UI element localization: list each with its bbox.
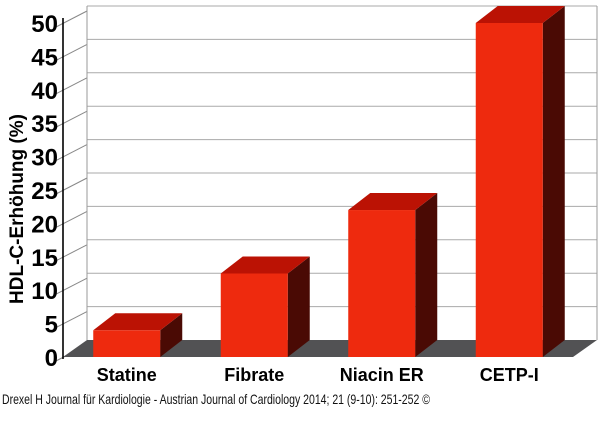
y-tick-label: 35 — [31, 111, 58, 138]
caption: Drexel H Journal für Kardiologie - Austr… — [2, 391, 430, 407]
tick-connector — [53, 277, 88, 296]
tick-connector — [53, 144, 88, 163]
tick-connector — [53, 311, 88, 330]
bar-top-face — [348, 193, 438, 211]
tick-connector — [53, 110, 88, 129]
tick-connector — [53, 177, 88, 196]
bar-top-face — [475, 6, 565, 23]
tick-connectors — [53, 10, 88, 363]
bar-side-face — [287, 256, 310, 357]
bar-niacin-er — [348, 193, 438, 357]
x-tick-label: Fibrate — [224, 365, 284, 385]
bar-side-face — [160, 313, 183, 357]
tick-connector — [53, 77, 88, 96]
bar-front-face — [475, 23, 543, 357]
x-tick-label: CETP-I — [480, 365, 539, 385]
x-tick-label: Statine — [97, 365, 157, 385]
wall-edges — [86, 6, 598, 340]
bar-side-face — [542, 6, 565, 357]
bar-cetp-i — [475, 6, 565, 357]
y-tick-label: 40 — [31, 78, 58, 105]
y-tick-label: 45 — [31, 44, 58, 71]
y-tick-label: 5 — [45, 312, 58, 339]
x-tick-labels: Statine Fibrate Niacin ER CETP-I — [97, 365, 539, 385]
y-axis-title: HDL-C-Erhöhung (%) — [7, 114, 28, 304]
y-tick-label: 15 — [31, 245, 58, 272]
bar-statine — [93, 313, 183, 357]
y-tick-label: 30 — [31, 145, 58, 172]
y-tick-label: 20 — [31, 211, 58, 238]
y-tick-label: 0 — [45, 345, 58, 372]
bar-front-face — [220, 273, 288, 357]
tick-connector — [53, 10, 88, 29]
bar-top-face — [93, 313, 183, 331]
tick-connector — [53, 43, 88, 62]
bar-side-face — [415, 193, 438, 357]
bar-fibrate — [220, 256, 310, 357]
y-tick-label: 50 — [31, 11, 58, 38]
y-tick-labels: 0 5 10 15 20 25 30 35 40 45 50 — [31, 11, 58, 372]
bar-front-face — [93, 330, 161, 357]
x-tick-label: Niacin ER — [340, 365, 424, 385]
y-tick-label: 25 — [31, 178, 58, 205]
floor — [63, 340, 597, 357]
bars — [93, 6, 565, 357]
bar-top-face — [220, 256, 310, 274]
y-tick-label: 10 — [31, 278, 58, 305]
bar-front-face — [348, 210, 416, 357]
tick-connector — [53, 210, 88, 229]
tick-connector — [53, 244, 88, 263]
